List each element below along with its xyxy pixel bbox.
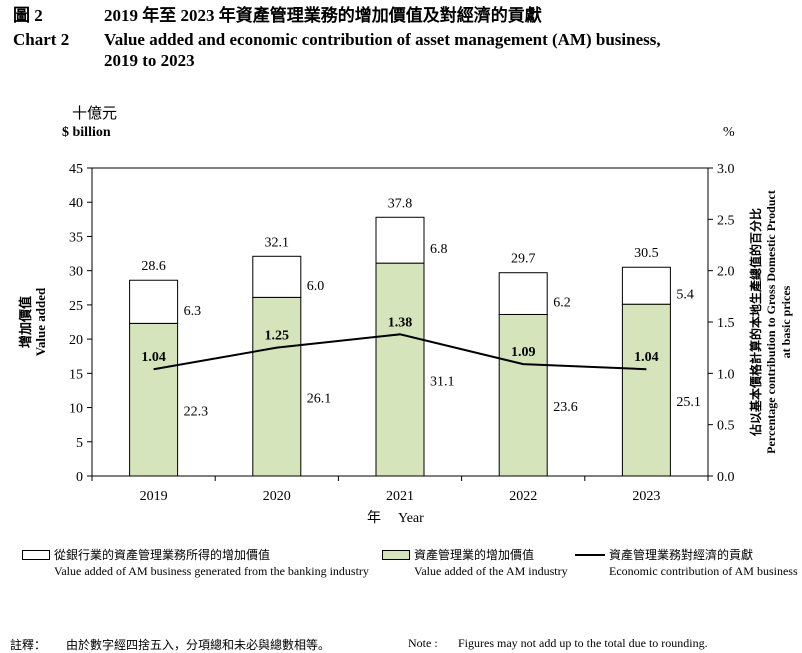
y-tick-label: 40	[69, 196, 83, 211]
am-value-label: 23.6	[553, 400, 578, 415]
y-tick-label: 5	[76, 436, 83, 451]
x-tick-label: 2022	[509, 489, 537, 504]
y-unit-zh: 十億元	[72, 105, 117, 122]
x-tick-label: 2020	[263, 489, 291, 504]
legend-swatch-am	[382, 550, 410, 560]
y-tick-label: 0	[76, 470, 83, 485]
y2-axis-title-zh: 佔以基本價格計算的本地生產總值的百分比	[748, 208, 763, 437]
am-value-label: 25.1	[676, 395, 701, 410]
y-tick-label: 35	[69, 230, 83, 245]
bar-bank-value-added	[252, 255, 302, 298]
y-tick-label: 30	[69, 265, 83, 280]
total-label: 29.7	[511, 252, 536, 267]
x-tick-label: 2021	[386, 489, 414, 504]
y2-tick-label: 1.0	[717, 367, 735, 382]
note-label-en: Note :	[408, 636, 438, 650]
bar-am-value-added	[252, 296, 302, 477]
bar-bank-value-added	[129, 279, 179, 324]
bar-am-value-added	[621, 303, 671, 477]
line-value-label: 1.09	[511, 345, 536, 360]
y-tick-label: 20	[69, 333, 83, 348]
line-value-label: 1.25	[265, 329, 290, 344]
bank-value-label: 6.3	[184, 304, 202, 319]
x-axis-title-en: Year	[398, 511, 424, 526]
y-axis-title-zh: 增加價值	[18, 296, 33, 348]
legend-label-line-zh: 資產管理業務對經濟的貢獻	[609, 548, 754, 562]
bar-am-value-added	[129, 322, 179, 477]
total-label: 28.6	[141, 259, 166, 274]
y-tick-label: 45	[69, 162, 83, 177]
y2-axis-title-en2: at basic prices	[779, 285, 793, 358]
chart-number-zh: 圖 2	[13, 6, 43, 25]
y2-tick-label: 2.5	[717, 213, 735, 228]
line-value-label: 1.04	[634, 350, 659, 365]
am-value-label: 31.1	[430, 375, 455, 390]
x-tick-label: 2019	[140, 489, 168, 504]
y2-tick-label: 0.5	[717, 419, 735, 434]
total-label: 32.1	[265, 235, 290, 250]
legend-label-bank-en: Value added of AM business generated fro…	[54, 564, 369, 578]
legend-swatch-line	[575, 554, 605, 556]
chart-title-en-line1: Value added and economic contribution of…	[104, 30, 661, 49]
legend-label-line-en: Economic contribution of AM business	[609, 564, 798, 578]
legend-label-am-en: Value added of the AM industry	[414, 564, 568, 578]
y-tick-label: 10	[69, 402, 83, 417]
y2-axis-title-en1: Percentage contribution to Gross Domesti…	[764, 190, 778, 454]
y2-tick-label: 3.0	[717, 162, 735, 177]
total-label: 37.8	[388, 196, 413, 211]
bank-value-label: 5.4	[676, 288, 694, 303]
legend-label-bank-zh: 從銀行業的資產管理業務所得的增加價值	[54, 548, 271, 562]
total-label: 30.5	[634, 246, 659, 261]
am-value-label: 22.3	[184, 405, 209, 420]
legend-swatch-bank	[22, 550, 50, 560]
chart-title-zh: 2019 年至 2023 年資產管理業務的增加價值及對經濟的貢獻	[104, 6, 542, 25]
chart: 十億元 $ billion % 增加價值 Value added 佔以基本價格計…	[18, 105, 793, 526]
y2-unit: %	[723, 125, 735, 140]
y2-tick-label: 2.0	[717, 265, 735, 280]
y-axis-title-en: Value added	[33, 287, 48, 356]
y-unit-en: $ billion	[62, 125, 111, 140]
bank-value-label: 6.8	[430, 242, 448, 257]
bar-bank-value-added	[621, 266, 671, 305]
y-tick-label: 25	[69, 299, 83, 314]
chart-title-en-line2: 2019 to 2023	[104, 51, 195, 70]
bank-value-label: 6.0	[307, 279, 325, 294]
y-tick-label: 15	[69, 367, 83, 382]
bar-bank-value-added	[375, 216, 425, 264]
note-label-zh: 註釋：	[10, 638, 47, 652]
line-value-label: 1.04	[141, 350, 166, 365]
x-axis-title-zh: 年	[367, 510, 381, 526]
am-value-label: 26.1	[307, 392, 332, 407]
chart-number-en: Chart 2	[13, 30, 70, 49]
y2-tick-label: 0.0	[717, 470, 735, 485]
note-text-en: Figures may not add up to the total due …	[458, 636, 708, 650]
legend-label-am-zh: 資產管理業的增加價值	[414, 548, 535, 562]
bank-value-label: 6.2	[553, 296, 571, 311]
line-value-label: 1.38	[388, 315, 413, 330]
line-economic-contribution	[153, 333, 647, 371]
y2-tick-label: 1.5	[717, 316, 735, 331]
bar-am-value-added	[375, 262, 425, 477]
x-tick-label: 2023	[632, 489, 660, 504]
bar-bank-value-added	[498, 272, 548, 315]
note-text-zh: 由於數字經四捨五入，分項總和未必與總數相等。	[66, 638, 331, 652]
bar-am-value-added	[498, 313, 548, 477]
